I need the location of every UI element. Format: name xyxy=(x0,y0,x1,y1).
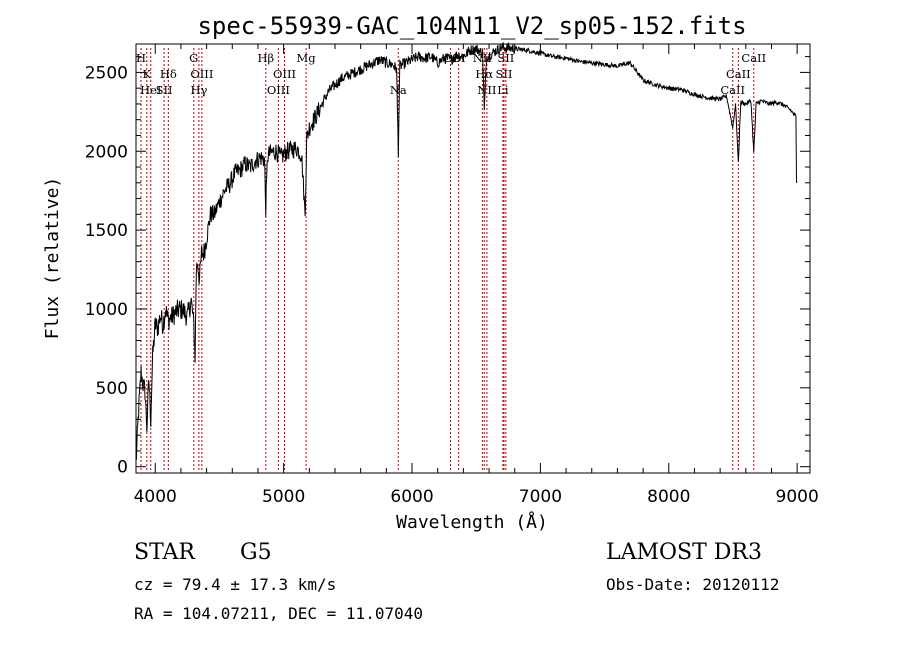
marker-label-2: HeI xyxy=(140,83,161,97)
marker-label-9: OIII xyxy=(273,67,296,81)
observation-date: Obs-Date: 20120112 xyxy=(606,575,780,594)
marker-label-16: NII xyxy=(477,83,496,97)
x-tick-label-4: 8000 xyxy=(647,487,690,507)
redshift-velocity: cz = 79.4 ± 17.3 km/s xyxy=(134,575,337,594)
marker-label-20: Li xyxy=(497,83,509,97)
y-tick-label-4: 2000 xyxy=(85,142,128,162)
marker-label-0: H xyxy=(136,51,146,65)
marker-label-17: Hα xyxy=(475,67,493,81)
marker-label-19: SII xyxy=(497,51,514,65)
marker-label-6: OIII xyxy=(190,67,213,81)
marker-label-22: CaII xyxy=(726,67,751,81)
marker-label-1: K xyxy=(142,67,151,81)
y-tick-label-2: 1000 xyxy=(85,300,128,320)
marker-label-21: CaII xyxy=(720,83,745,97)
marker-label-5: G xyxy=(189,51,198,65)
marker-label-11: Mg xyxy=(297,51,317,65)
marker-label-23: CaII xyxy=(741,51,766,65)
y-tick-label-1: 500 xyxy=(96,379,128,399)
object-class: STAR xyxy=(134,540,195,565)
chart-title: spec-55939-GAC_104N11_V2_sp05-152.fits xyxy=(197,12,746,40)
marker-label-18: SII xyxy=(495,67,512,81)
x-axis-label: Wavelength (Å) xyxy=(396,511,548,533)
y-tick-label-0: 0 xyxy=(117,458,128,478)
x-tick-label-2: 6000 xyxy=(390,487,433,507)
y-axis-label: Flux (relative) xyxy=(42,177,63,340)
marker-label-12: Na xyxy=(390,83,407,97)
x-tick-label-3: 7000 xyxy=(519,487,562,507)
x-tick-label-0: 4000 xyxy=(134,487,177,507)
y-tick-label-3: 1500 xyxy=(85,221,128,241)
y-tick-label-5: 2500 xyxy=(85,63,128,83)
x-tick-label-1: 5000 xyxy=(262,487,305,507)
marker-label-7: Hγ xyxy=(190,83,207,97)
plot-frame xyxy=(135,43,811,474)
marker-label-3: SII xyxy=(156,83,173,97)
spectrum-line xyxy=(135,42,798,461)
spectrum-layer xyxy=(135,42,798,461)
marker-label-8: Hβ xyxy=(257,51,274,65)
marker-label-10: OIII xyxy=(267,83,290,97)
object-subclass: G5 xyxy=(240,540,272,565)
marker-label-4: Hδ xyxy=(160,67,177,81)
survey-name: LAMOST DR3 xyxy=(606,540,762,565)
x-tick-label-5: 9000 xyxy=(776,487,819,507)
axis-ticks: 4000 5000 6000 7000 8000 9000 0 500 1000 1500 2000… xyxy=(85,44,819,507)
sky-coordinates: RA = 104.07211, DEC = 11.07040 xyxy=(134,604,423,623)
